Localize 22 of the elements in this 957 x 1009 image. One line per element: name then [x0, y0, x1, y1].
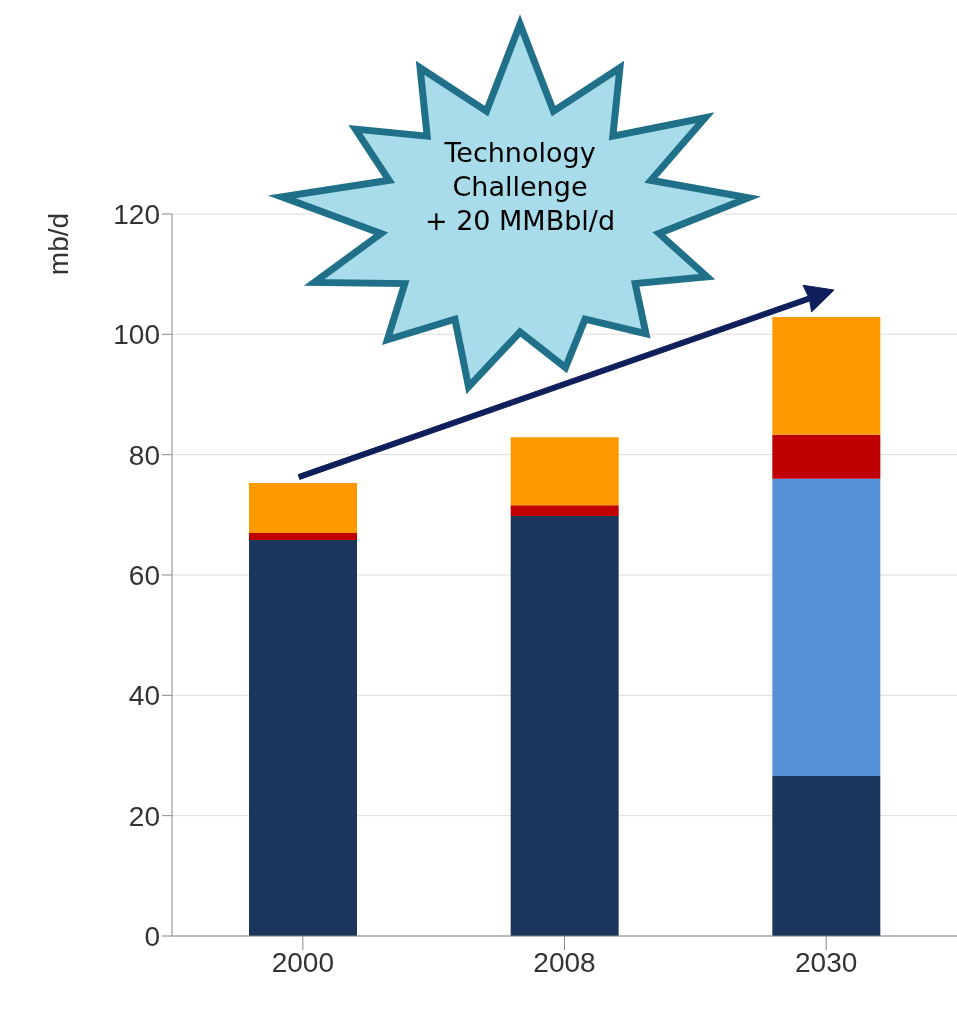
y-tick-label: 0: [144, 920, 160, 952]
y-tick-label: 100: [113, 319, 160, 351]
y-tick-label: 40: [128, 680, 160, 712]
x-tick-label: 2008: [533, 946, 596, 978]
x-tick-label: 2000: [271, 946, 334, 978]
bar: [772, 775, 881, 936]
bar: [510, 516, 619, 936]
bar: [772, 478, 881, 776]
annotation: Technology Challenge + 20 MMBbl/d: [423, 136, 617, 238]
bar: [249, 540, 357, 936]
y-tick-label: 20: [128, 800, 160, 832]
bar: [772, 434, 881, 479]
y-tick-label: 60: [128, 559, 160, 591]
y-tick-label: 120: [113, 198, 160, 230]
y-tick-label: 80: [128, 439, 160, 471]
bar: [772, 316, 881, 435]
x-tick-label: 2030: [795, 946, 858, 978]
bar: [510, 437, 619, 506]
bar: [510, 505, 619, 517]
y-axis-title: mb/d: [42, 212, 74, 276]
bar: [249, 532, 357, 541]
bar: [249, 482, 357, 533]
